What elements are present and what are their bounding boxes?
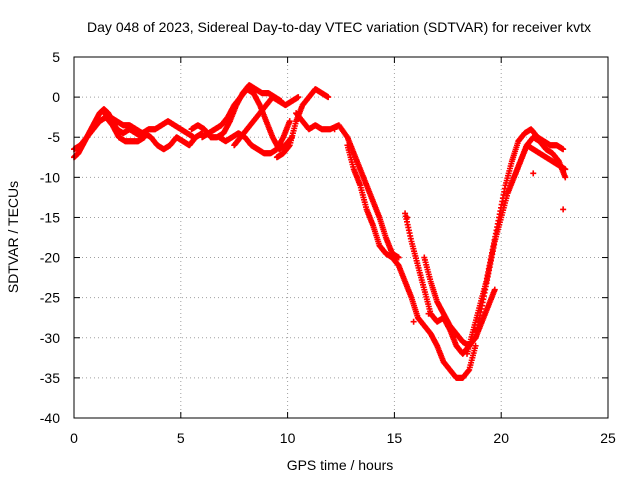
chart-title: Day 048 of 2023, Sidereal Day-to-day VTE…	[87, 19, 591, 35]
x-tick-label: 10	[280, 430, 296, 446]
y-tick-label: -35	[40, 370, 60, 386]
y-tick-label: -20	[40, 250, 60, 266]
series-s9	[273, 86, 332, 161]
x-axis-label: GPS time / hours	[287, 457, 394, 473]
data-point-marker	[325, 94, 332, 101]
data-point-marker	[530, 170, 537, 177]
series-s2	[71, 114, 148, 153]
data-point-marker	[472, 342, 479, 349]
data-point-marker	[395, 254, 402, 261]
data-point-marker	[560, 146, 567, 153]
y-tick-label: -10	[40, 169, 60, 185]
data-point-marker	[560, 206, 567, 213]
x-tick-label: 5	[177, 430, 185, 446]
tick-labels: 0 5 10 15 20 25 -40 -35 -30 -25 -20 -15 -10 -5 0 5	[40, 49, 616, 446]
y-tick-label: 0	[52, 89, 60, 105]
data-point-marker	[491, 286, 498, 293]
series-s3	[100, 110, 197, 141]
data-point-marker	[404, 214, 411, 221]
y-tick-label: 5	[52, 49, 60, 65]
series-s13	[421, 254, 498, 349]
data-point-marker	[331, 126, 338, 133]
series-s17	[331, 126, 567, 325]
data-point-marker	[425, 310, 432, 317]
y-tick-label: -30	[40, 330, 60, 346]
y-tick-label: -15	[40, 209, 60, 225]
x-tick-label: 25	[600, 430, 616, 446]
y-axis-label: SDTVAR / TECUs	[5, 181, 21, 293]
data-points	[71, 82, 569, 381]
series-s8	[216, 118, 293, 157]
data-point-marker	[562, 174, 569, 181]
y-tick-label: -5	[48, 129, 61, 145]
series-s11	[344, 142, 479, 381]
y-tick-label: -40	[40, 410, 60, 426]
plot-frame	[73, 56, 609, 419]
x-tick-label: 20	[493, 430, 509, 446]
data-point-marker	[286, 118, 293, 125]
x-tick-label: 0	[70, 430, 78, 446]
series-s16	[511, 134, 569, 181]
data-point-marker	[295, 94, 302, 101]
y-tick-label: -25	[40, 290, 60, 306]
x-tick-label: 15	[387, 430, 403, 446]
data-point-marker	[410, 318, 417, 325]
